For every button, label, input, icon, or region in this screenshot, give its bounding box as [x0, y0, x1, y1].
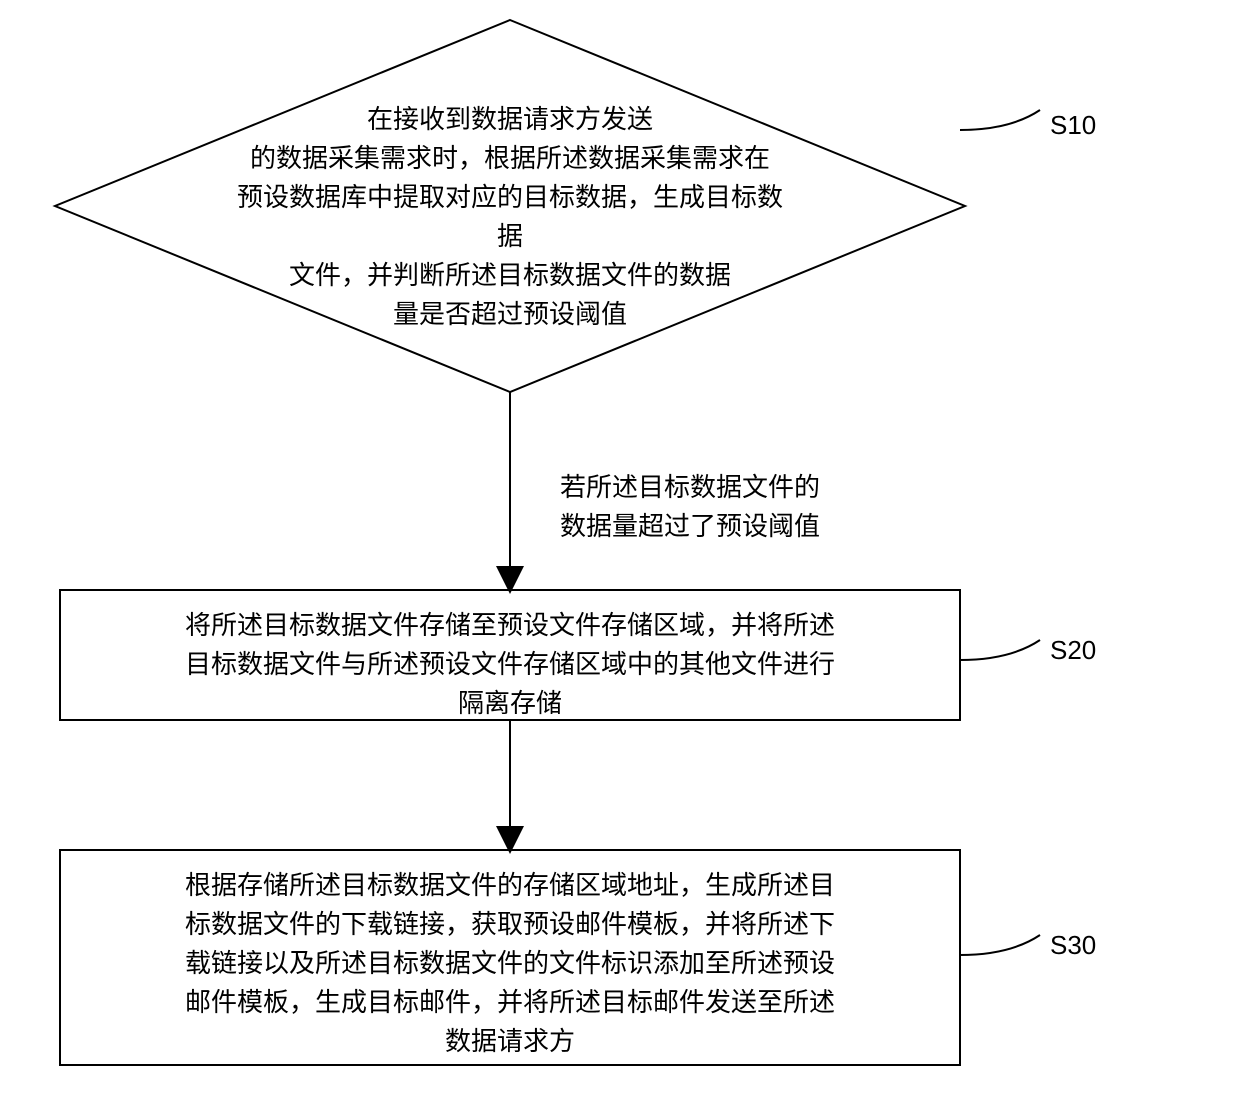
label-connector-0 [960, 110, 1040, 130]
step-label-s10: S10 [1050, 110, 1096, 141]
step-label-s20: S20 [1050, 635, 1096, 666]
step-label-s30: S30 [1050, 930, 1096, 961]
node-text-s30: 根据存储所述目标数据文件的存储区域地址，生成所述目标数据文件的下载链接，获取预设… [80, 866, 940, 1061]
label-connector-1 [960, 640, 1040, 660]
node-text-s10: 在接收到数据请求方发送的数据采集需求时，根据所述数据采集需求在预设数据库中提取对… [230, 100, 790, 334]
label-connector-2 [960, 935, 1040, 955]
node-text-s20: 将所述目标数据文件存储至预设文件存储区域，并将所述目标数据文件与所述预设文件存储… [80, 606, 940, 723]
edge-label-0: 若所述目标数据文件的数据量超过了预设阈值 [560, 468, 820, 546]
